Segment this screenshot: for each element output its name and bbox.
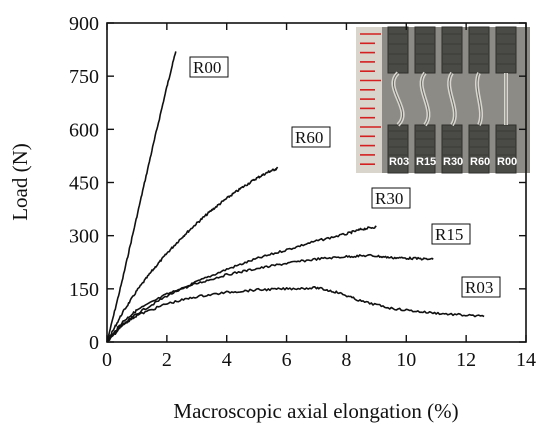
inset-specimens bbox=[387, 26, 517, 174]
y-tick-label: 0 bbox=[89, 332, 99, 354]
label-box-r15: R15 bbox=[431, 223, 471, 245]
y-tick-label: 300 bbox=[69, 226, 99, 248]
series-line-r60 bbox=[106, 166, 279, 343]
label-frame-r30 bbox=[371, 187, 411, 209]
label-box-r03: R03 bbox=[461, 276, 501, 298]
label-box-r30: R30 bbox=[371, 187, 411, 209]
x-tick-label: 12 bbox=[456, 349, 476, 371]
label-box-r00: R00 bbox=[189, 56, 229, 78]
x-tick-label: 2 bbox=[162, 349, 172, 371]
axis-ticks bbox=[106, 22, 527, 343]
x-tick-label: 0 bbox=[102, 349, 112, 371]
x-tick-label: 6 bbox=[282, 349, 292, 371]
x-tick-label: 14 bbox=[516, 349, 536, 371]
series-lines bbox=[106, 51, 485, 343]
photo-label-r03: R03 bbox=[389, 156, 409, 168]
label-frame-r00 bbox=[189, 56, 229, 78]
label-frame-r60 bbox=[291, 126, 331, 148]
series-line-r30 bbox=[106, 225, 377, 343]
photo-label-r00: R00 bbox=[497, 156, 517, 168]
series-label-r60: R60 bbox=[295, 128, 323, 147]
label-frame-r15 bbox=[431, 223, 471, 245]
series-line-r00 bbox=[106, 51, 177, 343]
y-tick-label: 750 bbox=[69, 66, 99, 88]
y-tick-label: 600 bbox=[69, 119, 99, 141]
series-label-r00: R00 bbox=[193, 58, 221, 77]
x-tick-label: 4 bbox=[222, 349, 232, 371]
specimen-strip-edge bbox=[421, 72, 429, 126]
inset-photo: R03 R15 R30 R60 R00 bbox=[356, 26, 530, 174]
series-label-r30: R30 bbox=[375, 189, 403, 208]
specimen-strip-edge bbox=[448, 72, 456, 126]
inset-ruler bbox=[360, 33, 381, 165]
photo-label-r60: R60 bbox=[470, 156, 490, 168]
series-labels: R00 R60 R30 R15 R03 bbox=[189, 56, 501, 298]
inset-ruler-strip bbox=[356, 27, 382, 173]
x-tick-label: 8 bbox=[341, 349, 351, 371]
photo-label-r30: R30 bbox=[443, 156, 463, 168]
specimen-strip-edge bbox=[476, 72, 482, 126]
x-tick-label: 10 bbox=[396, 349, 416, 371]
label-frame-r03 bbox=[461, 276, 501, 298]
x-tick-labels: 0 2 4 6 8 10 12 14 bbox=[102, 349, 536, 371]
series-label-r03: R03 bbox=[465, 278, 493, 297]
y-tick-label: 450 bbox=[69, 173, 99, 195]
specimen-strip-edge bbox=[392, 72, 404, 126]
series-line-r03 bbox=[106, 286, 485, 343]
y-tick-labels: 0 150 300 450 600 750 900 bbox=[69, 13, 99, 354]
x-axis-title: Macroscopic axial elongation (%) bbox=[173, 399, 458, 423]
photo-label-r15: R15 bbox=[416, 156, 436, 168]
label-box-r60: R60 bbox=[291, 126, 331, 148]
series-line-r15 bbox=[106, 253, 434, 343]
y-tick-label: 900 bbox=[69, 13, 99, 35]
inset-photo-labels: R03 R15 R30 R60 R00 bbox=[389, 156, 517, 168]
y-axis-title: Load (N) bbox=[8, 143, 32, 221]
y-tick-label: 150 bbox=[69, 279, 99, 301]
series-label-r15: R15 bbox=[435, 225, 463, 244]
